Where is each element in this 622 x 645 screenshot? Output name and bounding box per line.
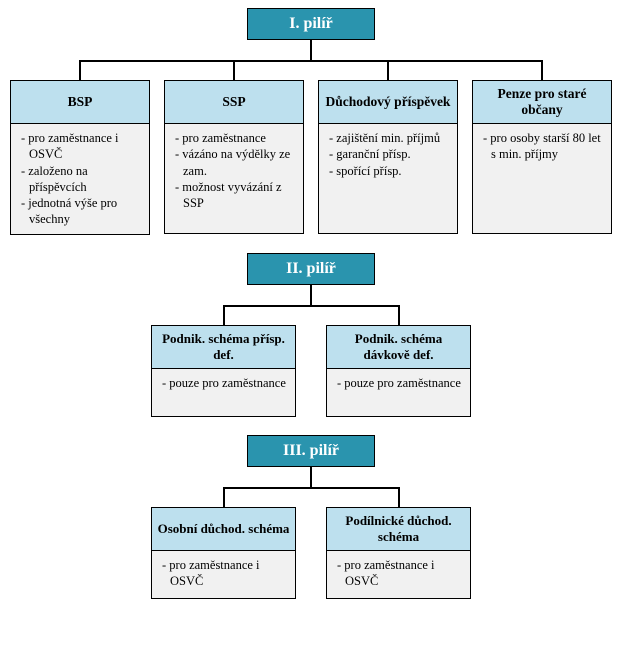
- connector-stem: [310, 467, 312, 487]
- connector-drop: [223, 489, 225, 507]
- bullet-line: - pro zaměstnance i OSVČ: [337, 557, 464, 590]
- child-title: Penze pro staré občany: [472, 80, 612, 124]
- connector-drop: [223, 307, 225, 325]
- child-node: Penze pro staré občany - pro osoby starší…: [472, 62, 612, 235]
- child-title: SSP: [164, 80, 304, 124]
- child-title: Podnik. schéma přísp. def.: [151, 325, 296, 369]
- pillar-root: I. pilíř: [247, 8, 375, 40]
- bullet-line: - garanční přísp.: [329, 146, 451, 162]
- child-title: Důchodový příspěvek: [318, 80, 458, 124]
- children-row: BSP- pro zaměstnance i OSVČ- založeno na…: [10, 62, 612, 235]
- child-title: BSP: [10, 80, 150, 124]
- pillar-section: II. pilíř Podnik. schéma přísp. def. - pou…: [8, 253, 614, 417]
- org-chart: I. pilířBSP- pro zaměstnance i OSVČ- zal…: [8, 8, 614, 599]
- connector-drop: [398, 489, 400, 507]
- bullet-line: - vázáno na výdělky ze zam.: [175, 146, 297, 179]
- child-node: Podnik. schéma dávkově def. - pouze pro z…: [326, 307, 471, 417]
- pillar-section: III. pilíř Osobní důchod. schéma - pro zam…: [8, 435, 614, 599]
- child-title: Osobní důchod. schéma: [151, 507, 296, 551]
- bullet-line: - pro zaměstnance i OSVČ: [21, 130, 143, 163]
- bullet-line: - pro zaměstnance i OSVČ: [162, 557, 289, 590]
- children-row: Osobní důchod. schéma - pro zaměstnance i…: [151, 489, 471, 599]
- child-node: Důchodový příspěvek- zajištění min. příj…: [318, 62, 458, 235]
- child-body: - pro zaměstnance i OSVČ: [151, 551, 296, 599]
- child-node: SSP- pro zaměstnance- vázáno na výdělky …: [164, 62, 304, 235]
- bullet-line: - možnost vyvázání z SSP: [175, 179, 297, 212]
- child-body: - zajištění min. příjmů- garanční přísp.…: [318, 124, 458, 234]
- child-body: - pouze pro zaměstnance: [326, 369, 471, 417]
- child-title: Podílnické důchod. schéma: [326, 507, 471, 551]
- child-body: - pro zaměstnance i OSVČ: [326, 551, 471, 599]
- child-body: - pro osoby starší 80 let s min. příjmy: [472, 124, 612, 234]
- section-spacer: [8, 235, 614, 253]
- child-title: Podnik. schéma dávkově def.: [326, 325, 471, 369]
- child-node: Podílnické důchod. schéma - pro zaměstnan…: [326, 489, 471, 599]
- child-body: - pro zaměstnance- vázáno na výdělky ze …: [164, 124, 304, 234]
- connector-drop: [79, 62, 81, 80]
- bullet-line: - pouze pro zaměstnance: [337, 375, 464, 391]
- connector-stem: [310, 285, 312, 305]
- connector-stem: [310, 40, 312, 60]
- children-row: Podnik. schéma přísp. def. - pouze pro za…: [151, 307, 471, 417]
- child-body: - pro zaměstnance i OSVČ- založeno na př…: [10, 124, 150, 235]
- child-node: Podnik. schéma přísp. def. - pouze pro za…: [151, 307, 296, 417]
- child-node: Osobní důchod. schéma - pro zaměstnance i…: [151, 489, 296, 599]
- child-node: BSP- pro zaměstnance i OSVČ- založeno na…: [10, 62, 150, 235]
- connector-drop: [541, 62, 543, 80]
- pillar-root: II. pilíř: [247, 253, 375, 285]
- bullet-line: - pro osoby starší 80 let s min. příjmy: [483, 130, 605, 163]
- connector-drop: [398, 307, 400, 325]
- connector-drop: [387, 62, 389, 80]
- pillar-root: III. pilíř: [247, 435, 375, 467]
- bullet-line: - zajištění min. příjmů: [329, 130, 451, 146]
- bullet-line: - spořící přísp.: [329, 163, 451, 179]
- section-spacer: [8, 417, 614, 435]
- bullet-line: - jednotná výše pro všechny: [21, 195, 143, 228]
- connector-drop: [233, 62, 235, 80]
- bullet-line: - pro zaměstnance: [175, 130, 297, 146]
- bullet-line: - pouze pro zaměstnance: [162, 375, 289, 391]
- child-body: - pouze pro zaměstnance: [151, 369, 296, 417]
- pillar-section: I. pilířBSP- pro zaměstnance i OSVČ- zal…: [8, 8, 614, 235]
- bullet-line: - založeno na příspěvcích: [21, 163, 143, 196]
